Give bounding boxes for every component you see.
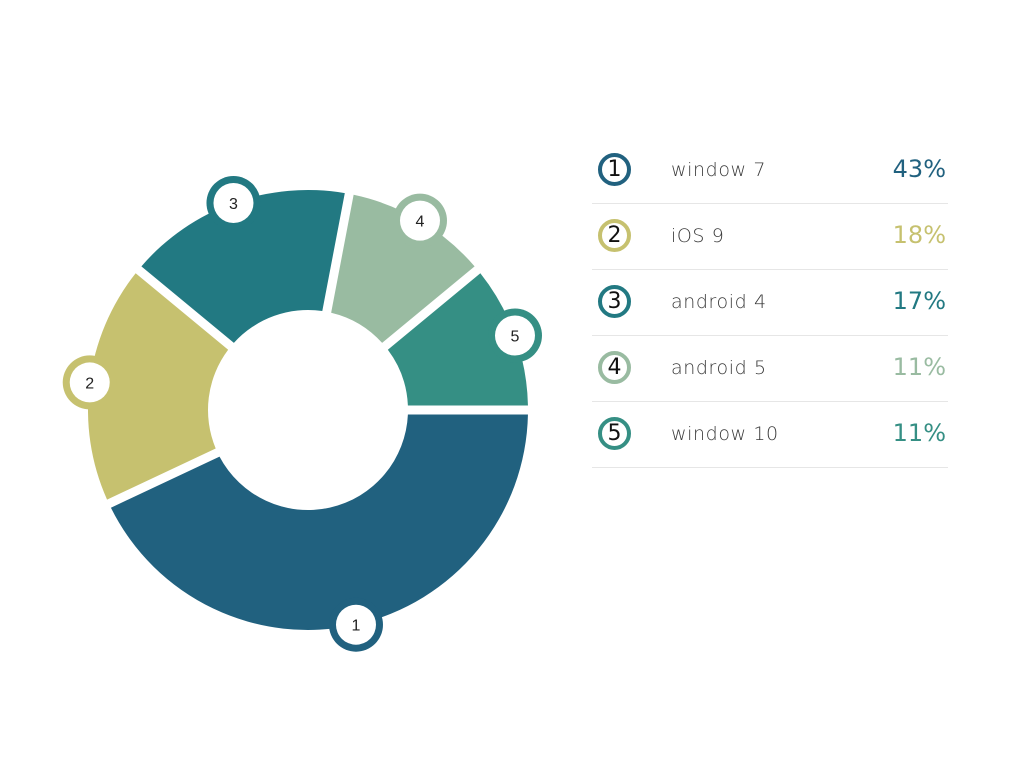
legend-label-4: android 5 <box>671 357 767 379</box>
legend-marker-2: 2 <box>598 219 631 252</box>
slice-marker-4: 4 <box>392 193 447 248</box>
legend-value-2: 18% <box>892 221 946 249</box>
slice-marker-2: 2 <box>62 355 117 410</box>
legend-label-3: android 4 <box>671 291 767 313</box>
donut-slice-2 <box>87 273 229 500</box>
legend-item-5: 5 window 10 11% <box>592 402 948 468</box>
legend-value-3: 17% <box>892 287 946 315</box>
slice-marker-label-3: 3 <box>229 196 238 213</box>
slice-marker-center-1 <box>335 604 376 645</box>
legend-label-1: window 7 <box>671 159 767 181</box>
legend-label-5: window 10 <box>671 423 779 445</box>
legend-item-1: 1 window 7 43% <box>592 138 948 204</box>
slice-marker-center-3 <box>213 183 254 224</box>
legend-marker-5: 5 <box>598 417 631 450</box>
donut-slice-4 <box>331 194 475 343</box>
slice-marker-label-1: 1 <box>352 618 361 635</box>
slice-marker-5: 5 <box>487 308 542 363</box>
slice-marker-3: 3 <box>206 176 261 231</box>
legend-item-3: 3 android 4 17% <box>592 270 948 336</box>
legend-marker-3: 3 <box>598 285 631 318</box>
legend-value-1: 43% <box>892 155 946 183</box>
donut-slice-3 <box>141 190 345 343</box>
slice-marker-center-2 <box>69 362 110 403</box>
legend-label-2: iOS 9 <box>671 225 725 247</box>
legend: 1 window 7 43% 2 iOS 9 18% 3 android 4 1… <box>592 138 948 468</box>
markers-layer: 1 2 3 4 5 <box>62 176 542 652</box>
slice-marker-label-5: 5 <box>511 328 520 345</box>
slice-marker-label-4: 4 <box>416 214 425 231</box>
donut-slice-5 <box>387 273 528 406</box>
legend-item-2: 2 iOS 9 18% <box>592 204 948 270</box>
legend-value-4: 11% <box>892 353 946 381</box>
slice-marker-label-2: 2 <box>85 375 94 392</box>
slice-marker-center-4 <box>399 200 440 241</box>
legend-marker-4: 4 <box>598 351 631 384</box>
donut-slice-1 <box>110 414 528 630</box>
slice-marker-center-5 <box>494 315 535 356</box>
legend-value-5: 11% <box>892 419 946 447</box>
legend-marker-1: 1 <box>598 153 631 186</box>
slices-layer <box>87 190 528 630</box>
slice-marker-1: 1 <box>328 597 383 652</box>
legend-item-4: 4 android 5 11% <box>592 336 948 402</box>
